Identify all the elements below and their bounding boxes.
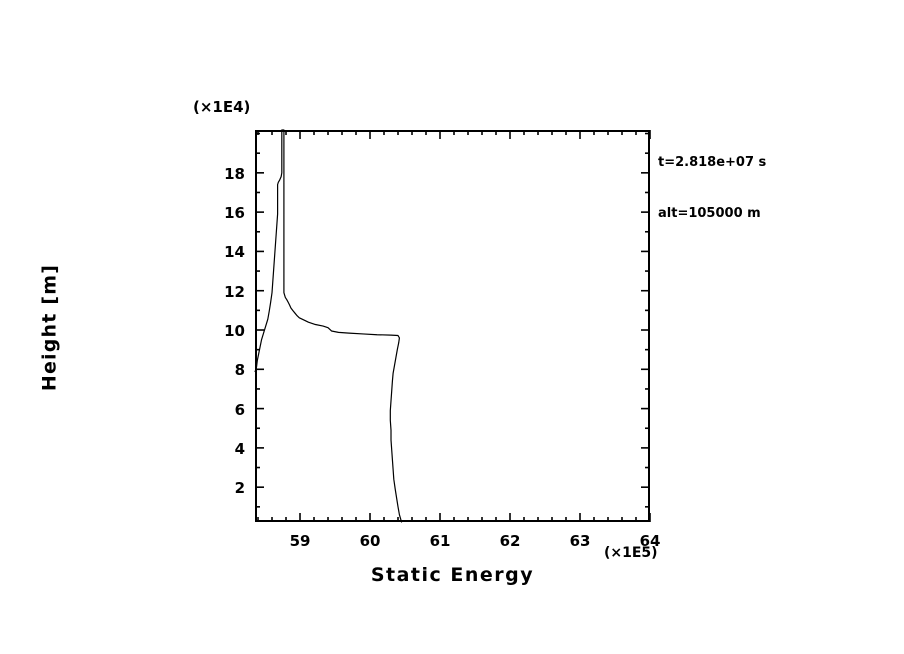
y-tick-label: 12 — [224, 282, 245, 301]
annotation-altitude: alt=105000 m — [658, 206, 761, 221]
y-tick-label: 4 — [234, 439, 245, 458]
x-axis-title: Static Energy — [370, 564, 535, 586]
y-tick-label: 18 — [224, 164, 245, 183]
y-tick-label: 10 — [224, 322, 245, 340]
y-axis-title: Height [m] — [38, 263, 61, 392]
y-tick-label: 16 — [224, 204, 245, 223]
y-tick-label: 14 — [224, 243, 245, 262]
x-tick-label: 62 — [499, 532, 521, 550]
y-tick-label: 6 — [234, 400, 245, 419]
plot-frame — [255, 130, 650, 522]
x-tick-label: 64 — [639, 532, 661, 550]
x-tick-label: 61 — [429, 532, 451, 550]
x-tick-label: 60 — [359, 532, 381, 550]
x-axis-multiplier-label: (×1E5) — [604, 545, 658, 561]
y-axis-multiplier-label: (×1E4) — [193, 98, 251, 116]
x-tick-label: 59 — [289, 532, 311, 550]
x-tick-label: 63 — [569, 532, 591, 550]
y-tick-label: 8 — [234, 361, 245, 380]
annotation-time: t=2.818e+07 s — [658, 155, 767, 170]
plot-annotation: t=2.818e+07 s alt=105000 m — [658, 120, 766, 256]
y-tick-label: 2 — [234, 479, 245, 498]
